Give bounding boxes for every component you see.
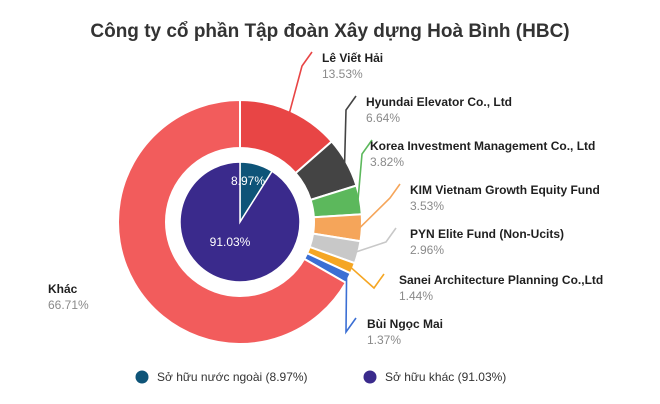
- leader-line-korea-investment-management-co-ltd: [357, 139, 373, 201]
- slice-value-le-viet-hai: 13.53%: [322, 67, 363, 81]
- leader-line-bui-ngoc-mai: [345, 277, 357, 335]
- leader-line-kim-vietnam-growth-equity-fund: [359, 183, 401, 229]
- outer-ring: [117, 98, 363, 345]
- legend-label-1: Sở hữu nước ngoài (8.97%): [157, 370, 308, 384]
- legend: Sở hữu nước ngoài (8.97%) Sở hữu khác (91…: [135, 370, 506, 384]
- slice-name-korea-investment-management-co-ltd: Korea Investment Management Co., Ltd: [370, 139, 595, 153]
- leader-line-sanei-architecture-planning-co-ltd: [350, 266, 385, 290]
- slice-value-hyundai-elevator-co-ltd: 6.64%: [366, 111, 400, 125]
- slice-labels: Lê Viết Hải 13.53%Hyundai Elevator Co., L…: [48, 51, 603, 347]
- slice-name-pyn-elite-fund-non-ucits: PYN Elite Fund (Non-Ucits): [410, 227, 564, 241]
- pie-label-so-huu-khac: 91.03%: [210, 235, 251, 249]
- legend-label-2: Sở hữu khác (91.03%): [385, 370, 506, 384]
- slice-name-sanei-architecture-planning-co-ltd: Sanei Architecture Planning Co.,Ltd: [399, 273, 603, 287]
- slice-name-kim-vietnam-growth-equity-fund: KIM Vietnam Growth Equity Fund: [410, 183, 600, 197]
- slice-value-khac: 66.71%: [48, 298, 89, 312]
- legend-marker-2: [363, 370, 377, 384]
- legend-marker-1: [135, 370, 149, 384]
- leader-line-le-viet-hai: [288, 51, 313, 113]
- slice-value-sanei-architecture-planning-co-ltd: 1.44%: [399, 289, 433, 303]
- slice-name-hyundai-elevator-co-ltd: Hyundai Elevator Co., Ltd: [366, 95, 512, 109]
- leader-line-pyn-elite-fund-non-ucits: [355, 227, 397, 253]
- ring-slice-khac: [117, 98, 348, 345]
- slice-value-korea-investment-management-co-ltd: 3.82%: [370, 155, 404, 169]
- slice-name-le-viet-hai: Lê Viết Hải: [322, 51, 383, 65]
- pie-label-so-huu-nuoc-ngoai: 8.97%: [231, 174, 265, 188]
- slice-value-pyn-elite-fund-non-ucits: 2.96%: [410, 243, 444, 257]
- slice-value-kim-vietnam-growth-equity-fund: 3.53%: [410, 199, 444, 213]
- inner-pie: 8.97% 91.03%: [179, 161, 301, 283]
- chart-title: Công ty cổ phần Tập đoàn Xây dựng Hoà Bì…: [90, 21, 569, 42]
- slice-name-khac: Khác: [48, 282, 78, 296]
- slice-name-bui-ngoc-mai: Bùi Ngọc Mai: [367, 317, 443, 331]
- slice-value-bui-ngoc-mai: 1.37%: [367, 333, 401, 347]
- leader-line-hyundai-elevator-co-ltd: [343, 95, 357, 164]
- pie-slice-so-huu-khac: [179, 161, 301, 283]
